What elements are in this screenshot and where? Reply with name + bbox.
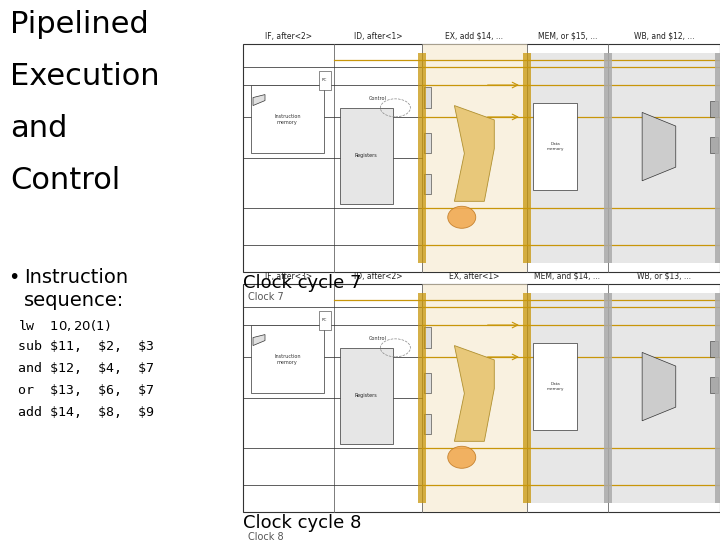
Bar [319, 71, 330, 90]
Text: Instruction
sequence:: Instruction sequence: [24, 268, 128, 310]
Bar [251, 85, 323, 153]
Text: Registers: Registers [355, 393, 377, 398]
Text: ID, after<1>: ID, after<1> [354, 32, 402, 41]
Bar [418, 53, 426, 263]
Bar [608, 53, 720, 263]
Bar [418, 293, 426, 503]
Text: EX, after<1>: EX, after<1> [449, 272, 500, 281]
Bar [424, 414, 431, 435]
Text: add $14,  $8,  $9: add $14, $8, $9 [18, 406, 154, 419]
Text: Control: Control [10, 166, 120, 195]
Bar [243, 284, 720, 512]
Text: Clock 7: Clock 7 [248, 292, 284, 302]
Text: Clock cycle 7: Clock cycle 7 [243, 274, 361, 292]
Text: MEM, or $15, ...: MEM, or $15, ... [538, 32, 597, 41]
Polygon shape [642, 112, 676, 181]
Bar [424, 174, 431, 194]
Text: Instruction
memory: Instruction memory [274, 114, 300, 125]
Text: Data
memory: Data memory [546, 143, 564, 151]
Bar [422, 284, 527, 512]
Bar [422, 44, 527, 272]
Text: Registers: Registers [355, 153, 377, 158]
Text: IF, after<2>: IF, after<2> [265, 32, 312, 41]
Text: PC: PC [322, 78, 328, 83]
Text: Data
memory: Data memory [546, 382, 564, 391]
Polygon shape [253, 335, 265, 346]
Text: IF, after<3>: IF, after<3> [265, 272, 312, 281]
Bar [243, 44, 720, 272]
Text: Pipelined: Pipelined [10, 10, 149, 39]
Polygon shape [253, 94, 265, 105]
Text: and $12,  $4,  $7: and $12, $4, $7 [18, 362, 154, 375]
Text: ID, after<2>: ID, after<2> [354, 272, 402, 281]
Bar [523, 53, 531, 263]
Ellipse shape [448, 206, 476, 228]
Bar [710, 341, 718, 357]
Text: sub $11,  $2,  $3: sub $11, $2, $3 [18, 340, 154, 353]
Polygon shape [454, 105, 495, 201]
Bar [527, 293, 608, 503]
Polygon shape [642, 353, 676, 421]
Bar [340, 348, 392, 443]
Text: Instruction
memory: Instruction memory [274, 354, 300, 364]
Bar [424, 133, 431, 153]
Bar [710, 138, 718, 153]
Bar [527, 53, 608, 263]
Text: MEM, and $14, ...: MEM, and $14, ... [534, 272, 600, 281]
Bar [533, 103, 577, 190]
Text: EX, add $14, ...: EX, add $14, ... [446, 32, 503, 41]
Bar [340, 108, 392, 204]
Ellipse shape [448, 446, 476, 468]
Bar [715, 293, 720, 503]
Text: •: • [8, 268, 19, 287]
Text: lw  $10, 20($1): lw $10, 20($1) [18, 318, 111, 333]
Bar [604, 293, 612, 503]
Text: WB, and $12, ...: WB, and $12, ... [634, 32, 694, 41]
Polygon shape [454, 346, 495, 441]
Bar [319, 312, 330, 329]
Bar [251, 325, 323, 394]
Bar [424, 87, 431, 108]
Bar [710, 377, 718, 394]
Bar [604, 53, 612, 263]
Text: WB, or $13, ...: WB, or $13, ... [637, 272, 691, 281]
Bar [533, 343, 577, 430]
Bar [608, 293, 720, 503]
Bar [424, 327, 431, 348]
Bar [710, 101, 718, 117]
Text: Clock 8: Clock 8 [248, 532, 284, 540]
Text: or  $13,  $6,  $7: or $13, $6, $7 [18, 384, 154, 397]
Bar [523, 293, 531, 503]
Text: and: and [10, 114, 68, 143]
Text: PC: PC [322, 319, 328, 322]
Text: Control: Control [369, 336, 387, 341]
Text: Control: Control [369, 96, 387, 101]
Text: Clock cycle 8: Clock cycle 8 [243, 514, 361, 532]
Bar [715, 53, 720, 263]
Text: Execution: Execution [10, 62, 160, 91]
Bar [424, 373, 431, 394]
